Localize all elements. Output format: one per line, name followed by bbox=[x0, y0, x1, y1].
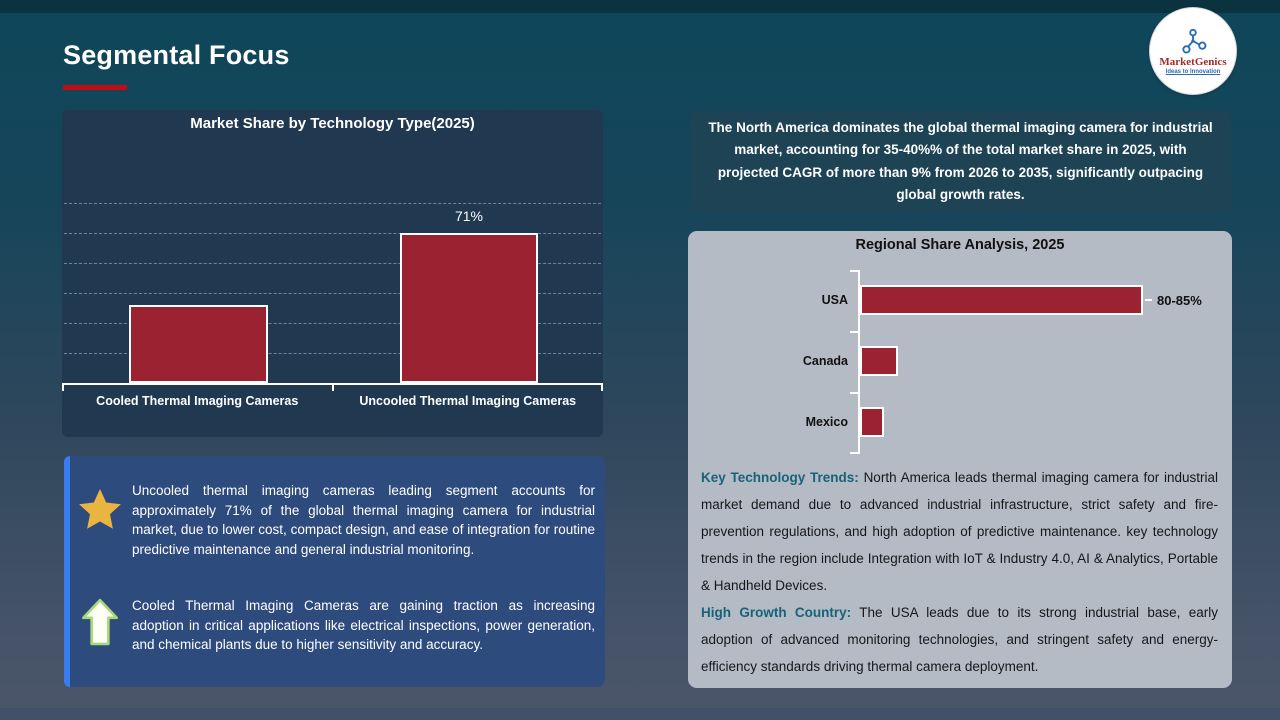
axis-tick bbox=[850, 331, 858, 333]
gridline bbox=[64, 323, 601, 324]
bottom-accent-band bbox=[0, 708, 1280, 720]
gridline bbox=[64, 353, 601, 354]
note-lead-in: Key Technology Trends: bbox=[701, 470, 859, 485]
regional-share-panel: Regional Share Analysis, 2025 USA Canada… bbox=[688, 231, 1232, 688]
gridline bbox=[64, 203, 601, 204]
insight-text: Uncooled thermal imaging cameras leading… bbox=[132, 483, 595, 557]
region-label: Canada bbox=[802, 354, 848, 368]
top-accent-band bbox=[0, 0, 1280, 13]
region-label: USA bbox=[821, 293, 848, 307]
insight-item: Uncooled thermal imaging cameras leading… bbox=[64, 481, 605, 559]
tech-bar bbox=[400, 233, 538, 383]
regional-notes: Key Technology Trends: North America lea… bbox=[701, 464, 1218, 680]
axis-tick bbox=[850, 270, 858, 272]
x-axis-line bbox=[62, 383, 603, 385]
molecule-icon bbox=[1182, 28, 1207, 54]
axis-tick bbox=[62, 385, 64, 391]
brand-name: MarketGenics bbox=[1159, 55, 1227, 68]
tech-bar-value-label: 71% bbox=[454, 208, 484, 224]
tech-category-label: Uncooled Thermal Imaging Cameras bbox=[359, 394, 577, 408]
region-value-label: 80-85% bbox=[1157, 292, 1202, 308]
title-underline bbox=[63, 85, 127, 90]
insight-item: Cooled Thermal Imaging Cameras are gaini… bbox=[64, 596, 605, 655]
arrow-up-icon bbox=[82, 598, 118, 646]
segment-insights-box: Uncooled thermal imaging cameras leading… bbox=[64, 456, 605, 687]
region-bar-row bbox=[860, 407, 884, 437]
gridline bbox=[64, 263, 601, 264]
note-body: North America leads thermal imaging came… bbox=[701, 470, 1218, 593]
brand-logo: MarketGenics Ideas to Innovation bbox=[1150, 8, 1236, 94]
region-label: Mexico bbox=[805, 415, 848, 429]
region-bar-row bbox=[860, 346, 898, 376]
gridline bbox=[64, 293, 601, 294]
regional-note-paragraph: High Growth Country: The USA leads due t… bbox=[701, 599, 1218, 680]
key-insight-callout: The North America dominates the global t… bbox=[690, 111, 1231, 212]
tech-chart-title: Market Share by Technology Type(2025) bbox=[190, 115, 475, 132]
tech-category-label: Cooled Thermal Imaging Cameras bbox=[96, 394, 299, 408]
region-bar bbox=[860, 346, 898, 376]
region-bar bbox=[860, 285, 1143, 315]
value-leader-line bbox=[1145, 299, 1152, 301]
region-bar bbox=[860, 407, 884, 437]
y-axis-line bbox=[858, 270, 860, 454]
gridline bbox=[64, 233, 601, 234]
brand-tagline: Ideas to Innovation bbox=[1165, 68, 1221, 75]
regional-chart-title: Regional Share Analysis, 2025 bbox=[855, 237, 1065, 253]
note-lead-in: High Growth Country: bbox=[701, 605, 852, 620]
region-value-wrap: 80-85% bbox=[1143, 293, 1202, 308]
note-body: The USA leads due to its strong industri… bbox=[701, 605, 1219, 674]
axis-tick bbox=[850, 392, 858, 394]
axis-tick bbox=[850, 452, 858, 454]
tech-bar bbox=[129, 305, 268, 383]
insight-text: Cooled Thermal Imaging Cameras are gaini… bbox=[132, 598, 595, 652]
left-accent-stripe bbox=[64, 456, 70, 687]
page-title: Segmental Focus bbox=[63, 40, 290, 70]
region-bar-row: 80-85% bbox=[860, 285, 1202, 315]
tech-share-chart-panel: Market Share by Technology Type(2025) 71… bbox=[62, 110, 603, 437]
star-icon bbox=[79, 489, 121, 529]
key-insight-text: The North America dominates the global t… bbox=[708, 119, 1213, 202]
axis-tick bbox=[332, 385, 334, 391]
axis-tick bbox=[601, 385, 603, 391]
regional-note-paragraph: Key Technology Trends: North America lea… bbox=[701, 464, 1218, 599]
